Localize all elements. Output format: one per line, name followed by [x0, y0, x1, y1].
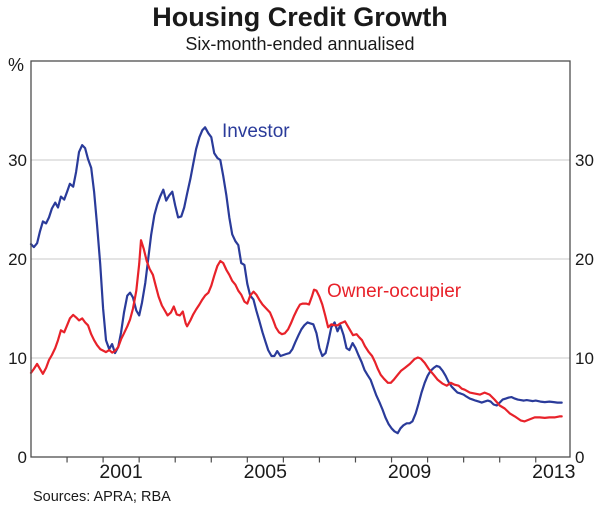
owner-occupier-line: [29, 239, 563, 423]
y-tick-label-left-0: 0: [18, 448, 27, 467]
source-note: Sources: APRA; RBA: [33, 489, 171, 505]
x-axis-label-2001: 2001: [99, 461, 142, 483]
x-axis-label-2013: 2013: [532, 461, 575, 483]
y-tick-label-right-0: 0: [575, 448, 584, 467]
chart-title: Housing Credit Growth: [152, 2, 448, 32]
series-label-investor: Investor: [222, 121, 290, 142]
investor-line: [29, 126, 563, 435]
series-label-owner-occupier: Owner-occupier: [327, 281, 462, 302]
y-tick-label-left-20: 20: [8, 250, 27, 269]
y-tick-label-left-30: 30: [8, 151, 27, 170]
x-axis-label-2009: 2009: [388, 461, 431, 483]
y-tick-label-right-30: 30: [575, 151, 594, 170]
y-tick-label-right-10: 10: [575, 349, 594, 368]
y-tick-label-left-10: 10: [8, 349, 27, 368]
y-axis-unit-label: %: [7, 55, 24, 75]
plot-frame: [30, 60, 571, 458]
y-tick-label-right-20: 20: [575, 250, 594, 269]
chart-subtitle: Six-month-ended annualised: [185, 34, 415, 54]
x-axis-label-2005: 2005: [244, 461, 288, 483]
